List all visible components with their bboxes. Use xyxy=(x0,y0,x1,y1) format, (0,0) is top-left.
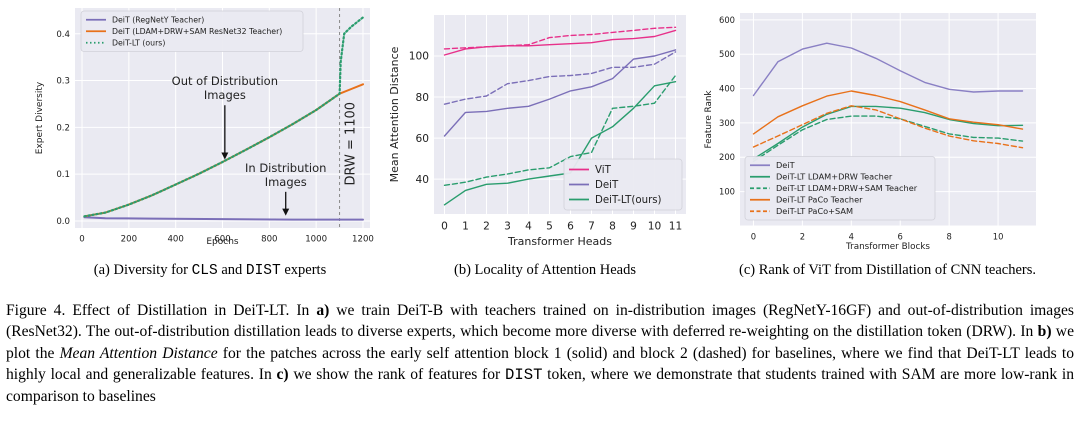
y-axis-label: Expert Diversity xyxy=(35,81,45,154)
legend-label: DeiT-LT LDAM+DRW Teacher xyxy=(776,172,893,182)
legend-label: DeiT-LT LDAM+DRW+SAM Teacher xyxy=(776,183,918,193)
x-tick-label: 0 xyxy=(441,221,448,233)
x-tick-label: 2 xyxy=(800,231,805,241)
legend-label: DeiT xyxy=(776,160,796,170)
x-tick-label: 6 xyxy=(567,221,574,233)
x-tick-label: 400 xyxy=(167,235,183,245)
series-line xyxy=(752,115,1024,163)
x-tick-label: 3 xyxy=(504,221,511,233)
series-line xyxy=(83,16,365,218)
legend-label: DeiT (LDAM+DRW+SAM ResNet32 Teacher) xyxy=(112,27,282,36)
legend-label: DeiT xyxy=(595,180,619,191)
series-line xyxy=(752,105,1024,160)
legend-box xyxy=(80,10,304,52)
panel-a: 0 200 400 600 800 1000 1200 0.0 0.1 0.2 0.3 0.4 Epoc… xyxy=(30,0,382,256)
panel-c: 0 2 4 6 8 10 100 200 300 400 500 600 Transformer Blo… xyxy=(700,0,1052,256)
x-tick-label: 4 xyxy=(849,231,854,241)
caption-a: (a) Diversity for CLS and DIST experts xyxy=(93,262,327,279)
caption-b: (b) Locality of Attention Heads xyxy=(453,262,636,278)
annotation-arrowhead xyxy=(282,208,290,216)
y-tick-label: 0.3 xyxy=(56,77,70,87)
y-tick-label: 0.4 xyxy=(56,30,70,40)
x-tick-label: 0 xyxy=(751,231,756,241)
x-tick-label: 0 xyxy=(79,235,84,245)
x-tick-label: 1200 xyxy=(352,235,374,245)
series-line xyxy=(443,80,677,206)
annotation-arrowhead xyxy=(221,152,229,160)
x-tick-label: 7 xyxy=(588,221,595,233)
series-line xyxy=(443,51,677,105)
x-tick-label: 10 xyxy=(993,231,1004,241)
legend-box xyxy=(563,158,683,211)
y-tick-label: 0.2 xyxy=(56,123,70,133)
series-line xyxy=(752,42,1024,97)
annotation-text: Out of Distribution xyxy=(172,74,278,88)
legend-label: DeiT-LT(ours) xyxy=(595,195,662,206)
series-line xyxy=(752,90,1024,135)
x-axis-label: Epochs xyxy=(206,237,239,247)
series-line xyxy=(443,29,677,56)
x-tick-label: 8 xyxy=(609,221,616,233)
annotation-text: Images xyxy=(204,88,246,102)
x-tick-label: 4 xyxy=(525,221,532,233)
x-tick-label: 11 xyxy=(669,221,682,233)
series-line xyxy=(443,26,677,50)
x-tick-label: 800 xyxy=(261,235,277,245)
drw-label: DRW = 1100 xyxy=(344,102,359,186)
chart-b: 0 1 2 3 4 5 6 7 8 9 10 11 40 60 80 100 Transformer Heads… xyxy=(388,15,686,248)
legend-label: DeiT-LT (ours) xyxy=(112,39,165,48)
chart-a: 0 200 400 600 800 1000 1200 0.0 0.1 0.2 0.3 0.4 Epoc… xyxy=(35,8,374,247)
legend-label: DeiT-LT PaCo Teacher xyxy=(776,195,863,205)
x-tick-label: 5 xyxy=(546,221,553,233)
panel-b: 0 1 2 3 4 5 6 7 8 9 10 11 40 60 80 100 Transformer Heads… xyxy=(382,0,700,256)
series-line xyxy=(83,216,364,221)
y-tick-label: 400 xyxy=(719,84,735,94)
series-line xyxy=(443,74,677,187)
y-axis-label: Mean Attention Distance xyxy=(388,46,401,182)
series-line xyxy=(752,105,1024,149)
x-tick-label: 2 xyxy=(483,221,490,233)
y-tick-label: 40 xyxy=(416,174,430,186)
y-tick-label: 0.1 xyxy=(56,170,70,180)
caption-c: (c) Rank of ViT from Distillation of CNN… xyxy=(739,262,1036,278)
y-tick-label: 60 xyxy=(416,133,430,145)
legend-label: ViT xyxy=(595,165,612,176)
y-tick-label: 500 xyxy=(719,49,735,59)
y-tick-label: 0.0 xyxy=(56,217,70,227)
x-axis-label: Transformer Heads xyxy=(507,235,612,248)
chart-c: 0 2 4 6 8 10 100 200 300 400 500 600 Transformer Blo… xyxy=(704,13,1036,252)
x-tick-label: 10 xyxy=(648,221,662,233)
legend-box xyxy=(744,156,936,221)
y-tick-label: 80 xyxy=(416,92,430,104)
x-tick-label: 8 xyxy=(946,231,951,241)
x-tick-label: 600 xyxy=(214,235,230,245)
y-tick-label: 200 xyxy=(719,152,735,162)
legend-label: DeiT-LT PaCo+SAM xyxy=(776,206,853,216)
x-tick-label: 200 xyxy=(121,235,137,245)
x-tick-label: 9 xyxy=(630,221,637,233)
y-axis-label: Feature Rank xyxy=(704,90,714,149)
annotation-text: Images xyxy=(265,175,307,189)
y-tick-label: 100 xyxy=(719,187,735,197)
x-tick-label: 1000 xyxy=(305,235,327,245)
y-tick-label: 600 xyxy=(719,15,735,25)
legend-label: DeiT (RegNetY Teacher) xyxy=(112,16,204,25)
y-tick-label: 300 xyxy=(719,118,735,128)
annotation-text: In Distribution xyxy=(245,161,326,175)
y-tick-label: 100 xyxy=(409,51,429,63)
x-tick-label: 1 xyxy=(462,221,469,233)
x-axis-label: Transformer Blocks xyxy=(845,242,930,252)
x-tick-label: 6 xyxy=(898,231,903,241)
figure-caption: Figure 4. Effect of Distillation in DeiT… xyxy=(6,302,1074,406)
series-line xyxy=(443,49,677,137)
